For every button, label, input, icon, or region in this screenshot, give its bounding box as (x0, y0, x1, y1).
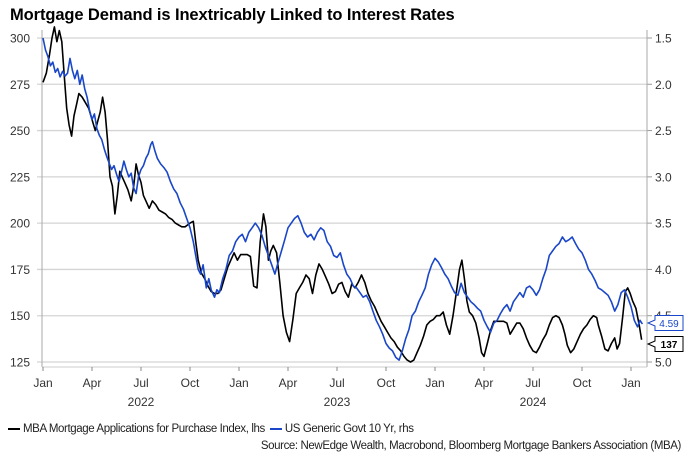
right-tick-label: 2.0 (655, 78, 672, 92)
axes: 125 150 175 200 225 250 275 300 1.5 2.0 2.5 3.0 3.5 4… (10, 30, 672, 409)
right-tick-label: 5.0 (655, 356, 672, 370)
x-tick-label: Jan (229, 376, 248, 390)
right-tick-label: 3.5 (655, 217, 672, 231)
end-label-10yr: 4.59 (659, 319, 679, 330)
right-tick-label: 2.5 (655, 124, 672, 138)
series-line-mba (42, 26, 643, 363)
source-note: Source: NewEdge Wealth, Macrobond, Bloom… (260, 440, 682, 452)
x-tick-label: Apr (279, 376, 298, 390)
chart-title: Mortgage Demand is Inextricably Linked t… (10, 6, 455, 24)
x-tick-label: Jan (33, 376, 52, 390)
legend-item-mba: MBA Mortgage Applications for Purchase I… (8, 423, 265, 435)
x-tick-label: Oct (573, 376, 592, 390)
left-tick-label: 125 (10, 356, 30, 370)
left-tick-label: 150 (10, 309, 30, 323)
x-tick-label: Jan (425, 376, 444, 390)
left-tick-label: 300 (10, 32, 30, 46)
gridlines (37, 37, 647, 363)
end-label-box-10yr (646, 315, 684, 331)
series-lines (42, 26, 644, 363)
right-tick-label: 1.5 (655, 32, 672, 46)
left-tick-label: 275 (10, 78, 30, 92)
x-year-label: 2024 (520, 395, 547, 409)
right-tick-label: 3.0 (655, 170, 672, 184)
x-tick-label: Jan (621, 376, 640, 390)
legend-swatch-mba (8, 428, 20, 430)
x-year-label: 2023 (324, 395, 351, 409)
series-line-10yr (42, 37, 644, 361)
left-tick-label: 175 (10, 263, 30, 277)
x-tick-label: Jul (133, 376, 148, 390)
x-tick-label: Jul (329, 376, 344, 390)
x-tick-label: Jul (525, 376, 540, 390)
right-tick-label: 4.0 (655, 263, 672, 277)
end-label-box-mba (646, 336, 684, 352)
left-tick-label: 225 (10, 170, 30, 184)
legend-item-10yr: US Generic Govt 10 Yr, rhs (269, 423, 414, 435)
left-tick-label: 250 (10, 124, 30, 138)
legend-label-10yr: US Generic Govt 10 Yr, rhs (284, 423, 414, 435)
x-tick-label: Oct (181, 376, 200, 390)
end-label-mba: 137 (661, 340, 678, 351)
x-tick-label: Oct (377, 376, 396, 390)
end-labels: 137 4.59 (646, 315, 684, 352)
legend: MBA Mortgage Applications for Purchase I… (8, 423, 419, 435)
legend-swatch-10yr (269, 428, 282, 430)
left-tick-label: 200 (10, 217, 30, 231)
x-year-label: 2022 (128, 395, 155, 409)
legend-label-mba: MBA Mortgage Applications for Purchase I… (23, 423, 265, 435)
x-tick-label: Apr (475, 376, 494, 390)
x-tick-label: Apr (83, 376, 102, 390)
